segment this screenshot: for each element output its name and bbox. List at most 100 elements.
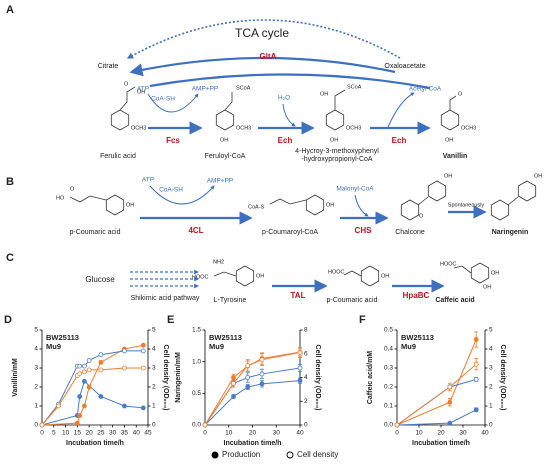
y-tick-label: 6	[304, 350, 308, 357]
group: OH	[326, 202, 334, 208]
x-tick-label: 30	[109, 430, 117, 437]
x-tick-label: 25	[97, 430, 105, 437]
ring	[235, 265, 255, 287]
group: OH	[381, 273, 389, 279]
group: OH	[445, 137, 453, 143]
y-tick-label: 8	[304, 327, 308, 334]
group: HO	[56, 195, 65, 201]
data-point	[297, 350, 303, 355]
y-axis-label: Naringenin/mM	[175, 352, 182, 403]
x-tick-label: 35	[121, 430, 129, 437]
data-point	[122, 348, 127, 354]
group: OH	[256, 273, 264, 279]
data-point	[231, 375, 236, 380]
data-point	[245, 375, 251, 380]
group: OH	[220, 137, 228, 143]
y-axis-label: Vanillin/mM	[12, 358, 19, 397]
group: HOOC	[440, 261, 457, 267]
compound: L-Tyrosine	[214, 297, 247, 304]
cofactor-arrow	[354, 194, 369, 217]
cofactor: CoA-SH	[159, 187, 183, 194]
route-label: Shikimic acid pathway	[131, 295, 200, 302]
cofactor-arrow	[149, 185, 215, 205]
compound: p-Coumaric acid	[70, 229, 121, 236]
data-point	[77, 371, 83, 377]
enzyme: HpaBC	[403, 291, 430, 300]
x-tick-label: 30	[459, 430, 467, 437]
legend-marker	[211, 451, 219, 459]
group: OCH3	[131, 125, 146, 131]
group: HOOC	[192, 274, 209, 280]
panel-letter: B	[6, 176, 14, 188]
bond	[224, 92, 233, 111]
compound: Citrate	[98, 63, 119, 70]
cycle-label: TCA cycle	[235, 26, 289, 40]
y-tick-label: 4	[152, 346, 156, 353]
enzyme: CHS	[355, 226, 373, 235]
y-tick-label: 1	[489, 403, 493, 410]
ring	[470, 262, 490, 284]
series-line	[204, 351, 301, 426]
panel-letter: C	[6, 252, 14, 264]
y2-axis-label: Cell density (OD₆₀₀)	[499, 345, 506, 411]
group: O	[70, 186, 75, 192]
y-tick-label: 0.5	[384, 327, 393, 334]
cofactor: AMP+PP	[192, 86, 219, 93]
data-point	[98, 359, 104, 365]
y-tick-label: 4	[489, 346, 493, 353]
enzyme: Ech	[278, 136, 293, 145]
data-point	[77, 363, 83, 369]
group: OH	[330, 137, 338, 143]
x-tick-label: 20	[437, 430, 445, 437]
data-point	[82, 363, 87, 369]
data-point	[39, 422, 45, 428]
series-line	[396, 409, 477, 426]
y2-axis-label: Cell density (OD₆₀₀)	[162, 345, 169, 411]
ring	[325, 109, 345, 131]
ring	[110, 109, 130, 131]
y-tick-label: 0	[152, 422, 156, 429]
y-tick-label: 3	[489, 365, 493, 372]
enzyme: Ech	[392, 136, 407, 145]
bond	[449, 95, 457, 110]
strain-label: Mu9	[209, 342, 224, 351]
y-tick-label: 0.4	[384, 346, 393, 353]
data-point	[77, 413, 83, 418]
compound: Vanillin	[443, 153, 468, 160]
legend-label: Cell density	[297, 450, 338, 459]
bond	[453, 265, 472, 274]
data-point	[98, 367, 104, 373]
data-point	[56, 403, 61, 409]
y-tick-label: 5	[152, 327, 156, 334]
cofactor: Acetyl-CoA	[409, 86, 442, 93]
x-tick-label: 45	[144, 430, 152, 437]
ring	[360, 265, 380, 287]
group: OCH3	[236, 125, 251, 131]
y2-axis-label: Cell density (OD₆₀₀)	[314, 345, 321, 411]
panel-letter: E	[167, 314, 174, 326]
y-tick-label: 0.3	[384, 365, 393, 372]
y-tick-label: 0	[34, 422, 38, 429]
cofactor-arrow	[282, 103, 296, 127]
legend-label: Production	[222, 450, 260, 459]
y-tick-label: 0.1	[384, 403, 393, 410]
x-tick-label: 0	[203, 430, 207, 437]
data-point	[473, 337, 479, 342]
data-point	[122, 403, 127, 409]
group: OH	[126, 202, 134, 208]
y-tick-label: 3	[34, 365, 38, 372]
group: OH	[534, 173, 542, 179]
compound: p-Coumaroyl-CoA	[262, 229, 318, 236]
series-line	[41, 367, 144, 426]
data-point	[86, 384, 92, 390]
y-tick-label: 0.2	[384, 384, 393, 391]
panel-letter: A	[6, 4, 14, 16]
y-tick-label: 1.0	[192, 358, 201, 365]
series-line	[41, 344, 144, 426]
group: CoA-S	[248, 204, 265, 210]
group: HOOC	[328, 269, 345, 275]
cofactor: ATP	[142, 177, 154, 184]
y-tick-label: 0.5	[192, 390, 201, 397]
x-tick-label: 15	[74, 430, 82, 437]
y-tick-label: 5	[34, 327, 38, 334]
